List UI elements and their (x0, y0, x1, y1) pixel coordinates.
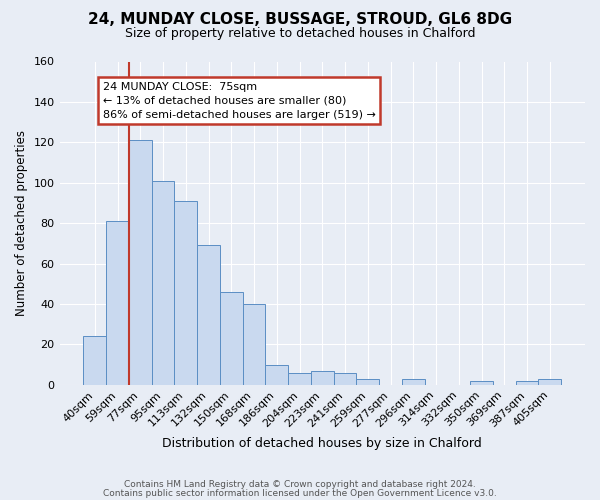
Bar (515, 381, 538, 385)
Bar (334, 372, 356, 385)
Text: 24, MUNDAY CLOSE, BUSSAGE, STROUD, GL6 8DG: 24, MUNDAY CLOSE, BUSSAGE, STROUD, GL6 8… (88, 12, 512, 28)
Bar (152, 180, 175, 385)
Bar (265, 364, 288, 385)
Bar (538, 379, 561, 385)
Text: Contains HM Land Registry data © Crown copyright and database right 2024.: Contains HM Land Registry data © Crown c… (124, 480, 476, 489)
Bar (288, 372, 311, 385)
Bar (197, 246, 220, 385)
Bar (220, 292, 242, 385)
Y-axis label: Number of detached properties: Number of detached properties (15, 130, 28, 316)
Text: Contains public sector information licensed under the Open Government Licence v3: Contains public sector information licen… (103, 488, 497, 498)
Bar (356, 379, 379, 385)
Bar (311, 370, 334, 385)
Bar (470, 381, 493, 385)
Bar (129, 140, 152, 385)
Bar (175, 201, 197, 385)
Bar (106, 221, 129, 385)
Bar (83, 336, 106, 385)
Bar (402, 379, 425, 385)
Bar (242, 304, 265, 385)
Text: Size of property relative to detached houses in Chalford: Size of property relative to detached ho… (125, 28, 475, 40)
X-axis label: Distribution of detached houses by size in Chalford: Distribution of detached houses by size … (163, 437, 482, 450)
Text: 24 MUNDAY CLOSE:  75sqm
← 13% of detached houses are smaller (80)
86% of semi-de: 24 MUNDAY CLOSE: 75sqm ← 13% of detached… (103, 82, 376, 120)
